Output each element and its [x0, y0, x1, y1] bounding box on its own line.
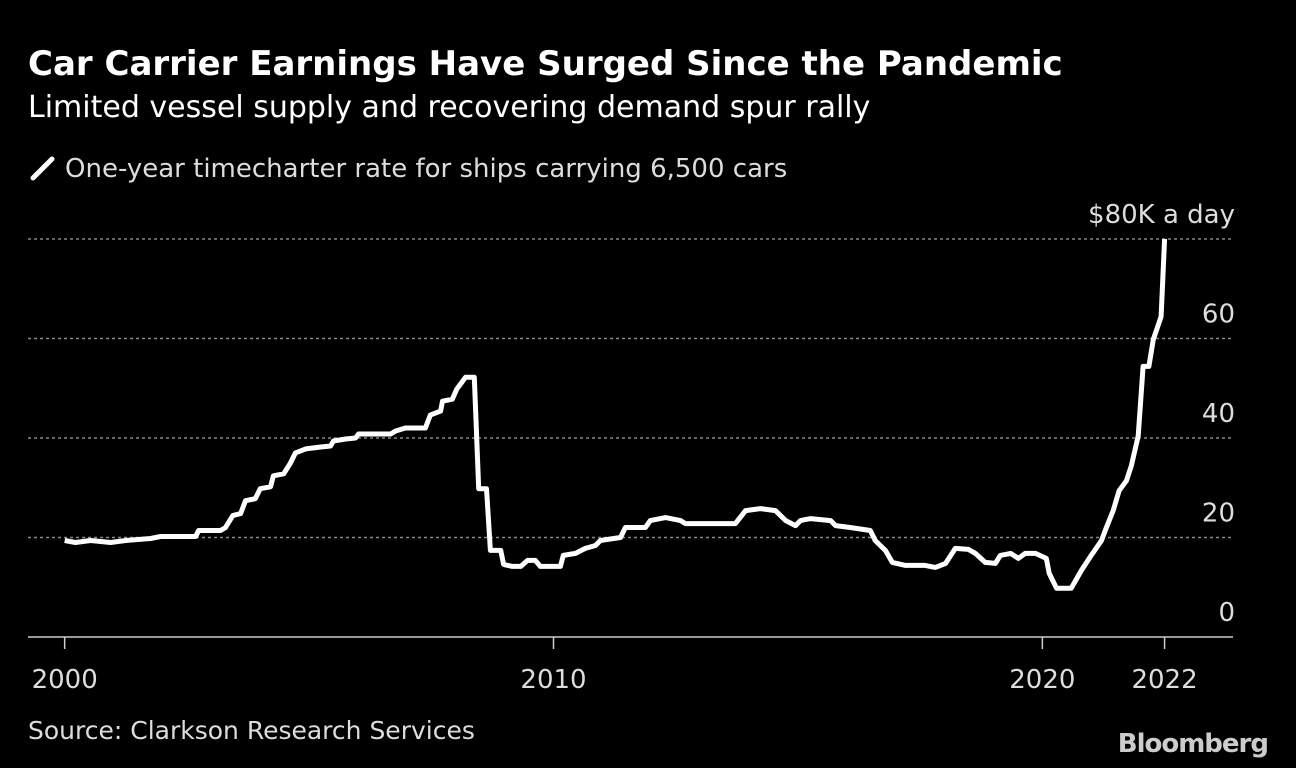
- brand: Bloomberg: [1118, 729, 1268, 759]
- x-tick-label: 2000: [32, 665, 98, 695]
- line-series: [64, 238, 1168, 591]
- x-tick-label: 2010: [520, 665, 586, 695]
- chart-subtitle: Limited vessel supply and recovering dem…: [28, 90, 870, 125]
- source: Source: Clarkson Research Services: [28, 716, 475, 745]
- y-tick-label: 20: [1202, 499, 1235, 529]
- y-tick-label: 60: [1202, 300, 1235, 330]
- x-tick-label: 2022: [1131, 665, 1197, 695]
- chart-title: Car Carrier Earnings Have Surged Since t…: [28, 44, 1063, 84]
- y-tick-label: $80K a day: [1088, 200, 1235, 230]
- legend-icon: [30, 156, 55, 181]
- y-tick-label: 0: [1218, 598, 1235, 628]
- y-tick-label: 40: [1202, 399, 1235, 429]
- x-tick-label: 2020: [1009, 665, 1075, 695]
- legend-label: One-year timecharter rate for ships carr…: [65, 154, 787, 184]
